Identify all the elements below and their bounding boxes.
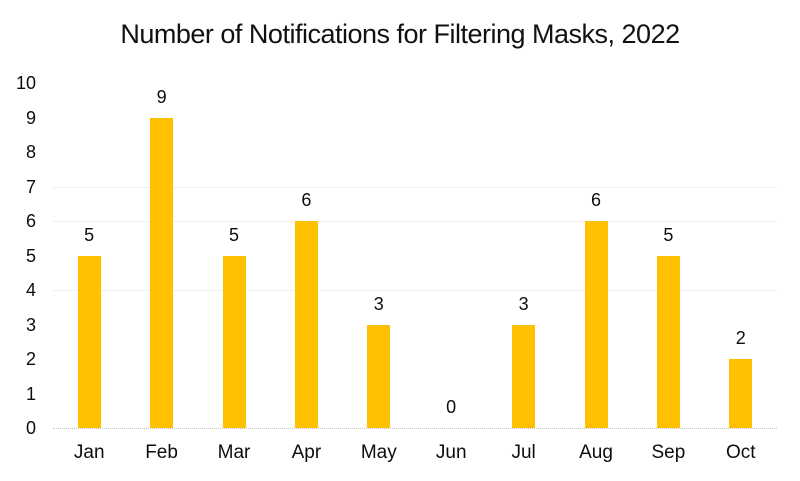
bar <box>656 255 680 428</box>
bar-value-label: 9 <box>156 86 167 107</box>
y-tick-label: 10 <box>15 73 36 93</box>
y-tick-label: 6 <box>25 211 36 231</box>
gridline <box>53 221 777 222</box>
bar-value-label: 5 <box>663 224 674 245</box>
bar <box>729 359 753 428</box>
x-category-label: Feb <box>145 442 178 463</box>
x-category-label: Sep <box>651 442 686 463</box>
chart-title: Number of Notifications for Filtering Ma… <box>120 19 680 49</box>
x-category-label: Jul <box>511 442 536 463</box>
bar-value-label: 3 <box>518 293 529 314</box>
bar <box>512 324 536 428</box>
y-tick-label: 2 <box>25 349 36 369</box>
y-tick-label: 9 <box>25 107 36 128</box>
bar <box>584 221 608 428</box>
bar-value-label: 2 <box>735 328 746 348</box>
y-tick-label: 4 <box>25 280 36 300</box>
bar-value-label: 0 <box>446 397 457 417</box>
bar-value-label: 6 <box>301 190 312 210</box>
y-tick-label: 7 <box>25 176 36 197</box>
x-category-label: Apr <box>291 442 322 463</box>
y-tick-label: 3 <box>25 314 36 335</box>
bar-value-label: 3 <box>373 293 384 314</box>
bar-value-label: 5 <box>84 224 95 245</box>
bar <box>150 117 174 428</box>
x-category-label: Aug <box>579 442 613 463</box>
y-tick-label: 1 <box>25 383 36 404</box>
x-axis-baseline <box>53 428 777 429</box>
gridline <box>53 290 777 291</box>
x-category-label: Oct <box>726 442 756 463</box>
bar <box>222 255 246 428</box>
y-tick-label: 0 <box>25 418 36 438</box>
x-category-label: Jun <box>435 442 467 463</box>
y-tick-label: 8 <box>25 142 36 162</box>
x-category-label: May <box>360 442 397 463</box>
y-tick-label: 5 <box>25 245 36 266</box>
x-category-label: Jan <box>73 442 105 463</box>
bar <box>294 221 318 428</box>
bar <box>77 255 101 428</box>
gridline <box>53 186 777 188</box>
bar-value-label: 5 <box>228 224 239 245</box>
x-category-label: Mar <box>217 442 251 463</box>
bar-value-label: 6 <box>590 190 601 210</box>
bar <box>367 324 391 428</box>
